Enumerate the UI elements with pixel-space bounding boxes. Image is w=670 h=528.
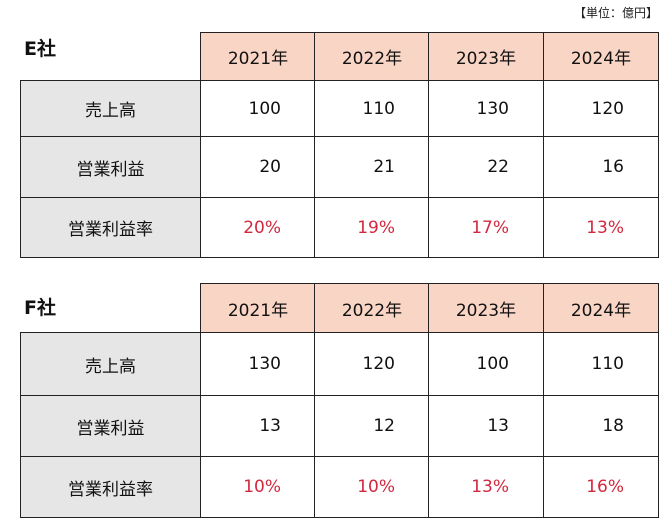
value-cell: 110: [543, 332, 659, 396]
row-label: 営業利益率: [20, 197, 201, 258]
row-label: 営業利益: [20, 136, 201, 198]
value-cell: 13%: [543, 197, 659, 258]
header-cell: 2024年: [543, 32, 659, 81]
value-cell: 130: [428, 80, 544, 137]
value-cell: 22: [428, 136, 544, 198]
row-label: 売上高: [20, 80, 201, 137]
value-cell: 20: [200, 136, 316, 198]
header-cell: 2022年: [314, 32, 430, 81]
header-cell: 2021年: [200, 283, 316, 333]
header-cell: 2023年: [428, 283, 544, 333]
value-cell: 20%: [200, 197, 316, 258]
row-label: 営業利益: [20, 395, 201, 457]
value-cell: 16: [543, 136, 659, 198]
value-cell: 21: [314, 136, 430, 198]
row-label: 営業利益率: [20, 456, 201, 518]
value-cell: 18: [543, 395, 659, 457]
unit-label: 【単位：億円】: [573, 6, 658, 20]
value-cell: 13%: [428, 456, 544, 518]
value-cell: 130: [200, 332, 316, 396]
value-cell: 100: [200, 80, 316, 137]
value-cell: 110: [314, 80, 430, 137]
table-title: F社: [24, 297, 56, 319]
header-cell: 2021年: [200, 32, 316, 81]
value-cell: 12: [314, 395, 430, 457]
row-label: 売上高: [20, 332, 201, 396]
value-cell: 19%: [314, 197, 430, 258]
header-cell: 2022年: [314, 283, 430, 333]
value-cell: 16%: [543, 456, 659, 518]
value-cell: 120: [314, 332, 430, 396]
value-cell: 13: [200, 395, 316, 457]
table-title: E社: [24, 38, 56, 60]
value-cell: 17%: [428, 197, 544, 258]
header-cell: 2024年: [543, 283, 659, 333]
value-cell: 100: [428, 332, 544, 396]
header-cell: 2023年: [428, 32, 544, 81]
value-cell: 13: [428, 395, 544, 457]
value-cell: 120: [543, 80, 659, 137]
value-cell: 10%: [200, 456, 316, 518]
value-cell: 10%: [314, 456, 430, 518]
